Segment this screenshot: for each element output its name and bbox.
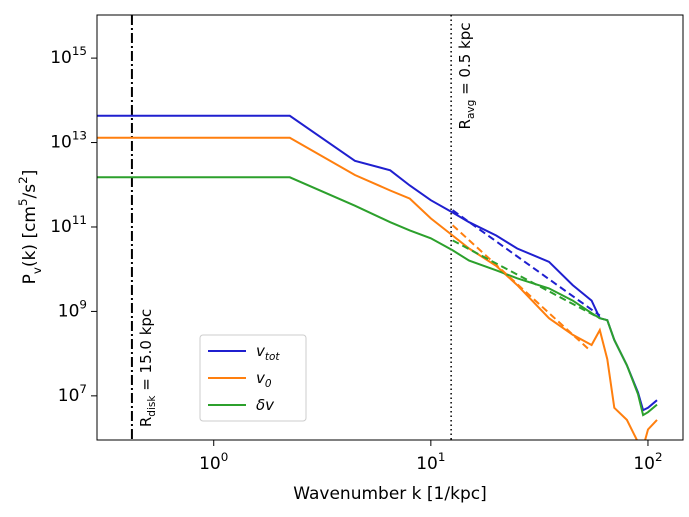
legend-label: v0: [256, 369, 272, 391]
reference-label: Ravg = 0.5 kpc: [456, 23, 478, 130]
plot-area: [97, 15, 658, 440]
y-tick-label: 109: [58, 297, 87, 322]
axes-frame: [96, 14, 684, 441]
series-line: [97, 114, 658, 412]
y-axis-label: Pv(k) [cm5/s2]: [16, 170, 44, 285]
y-tick-label: 107: [58, 381, 87, 406]
y-tick-label: 1011: [50, 212, 87, 237]
x-axis-label: Wavenumber k [1/kpc]: [293, 484, 486, 504]
y-tick-label: 1013: [50, 128, 87, 153]
fit-line: [452, 239, 601, 320]
series-line: [97, 176, 658, 417]
x-tick-label: 102: [633, 450, 662, 475]
series-line: [97, 136, 658, 440]
x-tick-label: 100: [199, 450, 228, 475]
fit-line: [451, 224, 591, 352]
x-tick-label: 101: [416, 450, 445, 475]
fit-line: [452, 209, 601, 317]
y-tick-label: 1015: [50, 44, 87, 69]
reference-label: Rdisk = 15.0 kpc: [136, 309, 158, 427]
legend-box: [199, 334, 307, 422]
legend-label: vtot: [256, 342, 280, 364]
legend-label: δv: [256, 396, 275, 414]
